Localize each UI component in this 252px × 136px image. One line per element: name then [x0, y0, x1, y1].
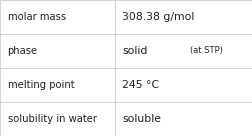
Text: molar mass: molar mass — [8, 12, 66, 22]
Text: solid: solid — [122, 46, 148, 56]
Text: phase: phase — [8, 46, 38, 56]
Text: 245 °C: 245 °C — [122, 80, 159, 90]
Text: melting point: melting point — [8, 80, 74, 90]
Text: soluble: soluble — [122, 114, 161, 124]
Text: (at STP): (at STP) — [190, 47, 223, 55]
Text: solubility in water: solubility in water — [8, 114, 97, 124]
Text: 308.38 g/mol: 308.38 g/mol — [122, 12, 195, 22]
